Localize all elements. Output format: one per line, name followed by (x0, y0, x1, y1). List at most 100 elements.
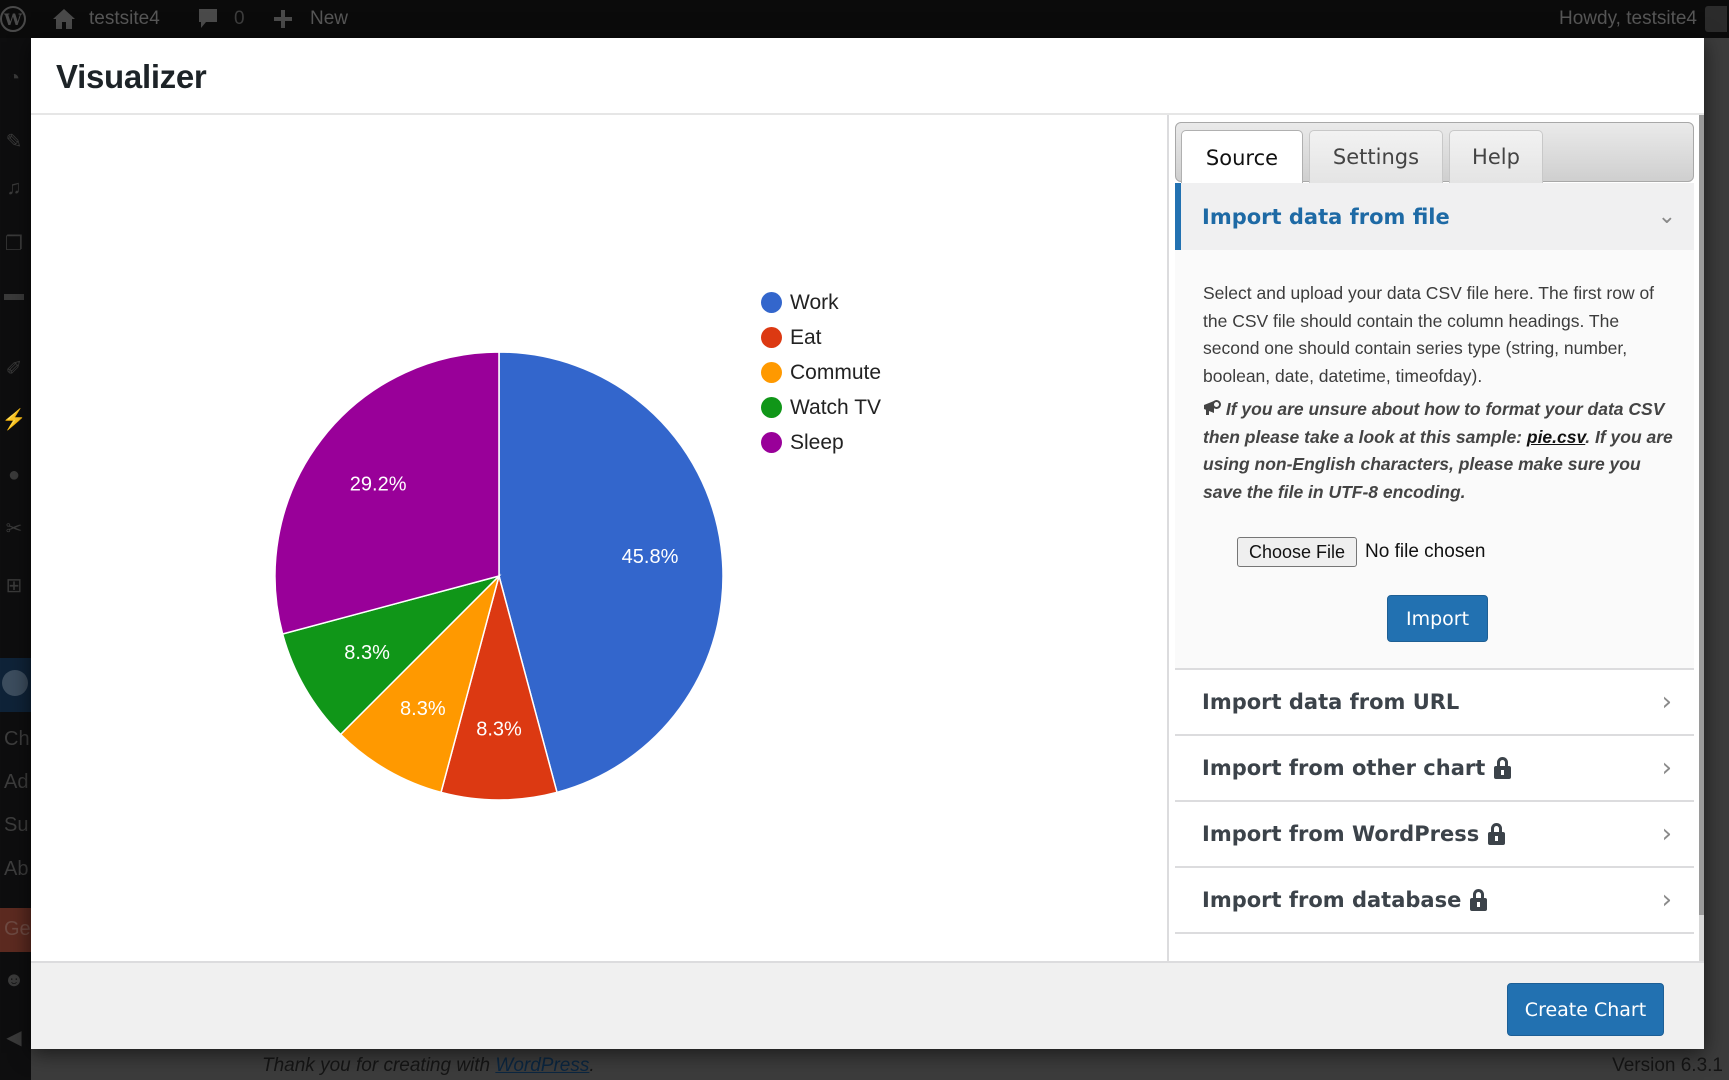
lock-icon (1470, 889, 1488, 911)
section-title: Import data from URL (1202, 690, 1460, 714)
tab-source[interactable]: Source (1181, 130, 1303, 184)
chevron-right-icon: › (1661, 753, 1672, 783)
panel-scrollbar[interactable] (1699, 115, 1704, 961)
chevron-right-icon: › (1661, 687, 1672, 717)
import-from-url-section[interactable]: Import data from URL › (1175, 668, 1694, 734)
legend-item[interactable]: Commute (761, 355, 881, 390)
chevron-right-icon: › (1661, 819, 1672, 849)
sample-csv-link[interactable]: pie.csv (1526, 426, 1586, 447)
collapse-menu-icon[interactable]: ◀ (6, 1026, 22, 1049)
sidebar-item-visualizer[interactable] (0, 658, 31, 712)
tab-help[interactable]: Help (1449, 130, 1543, 183)
slice-percent-label: 45.8% (622, 546, 679, 568)
import-from-file-header[interactable]: Import data from file ⌄ (1175, 183, 1694, 250)
source-panel: Source Settings Help Import data from fi… (1167, 115, 1704, 961)
create-chart-button[interactable]: Create Chart (1507, 983, 1664, 1036)
chevron-right-icon: › (1661, 885, 1672, 915)
import-description: Select and upload your data CSV file her… (1203, 283, 1655, 386)
comments-menu[interactable]: 0 (197, 0, 245, 38)
admin-sidebar: ◔ ✎ ♫ ❐ ▬ ✐ ⚡ ● ✂ ⊞ Ch Ad Su Ab Ge ☻ ◀ (0, 38, 31, 1080)
plus-icon (274, 10, 292, 28)
import-from-file-body: Select and upload your data CSV file her… (1175, 250, 1694, 668)
modal-footer: Create Chart (31, 961, 1704, 1049)
legend-label: Watch TV (790, 395, 882, 419)
import-button[interactable]: Import (1387, 595, 1488, 642)
comment-icon (199, 9, 217, 28)
legend-item[interactable]: Watch TV (761, 390, 881, 425)
comments-icon[interactable]: ▬ (4, 282, 24, 305)
import-from-other-chart-section[interactable]: Import from other chart › (1175, 734, 1694, 800)
scrollbar-thumb[interactable] (1699, 115, 1704, 915)
tools-wrench-icon[interactable]: ✂ (5, 517, 23, 540)
chart-icon (2, 670, 28, 696)
footer-thanks-text: Thank you for creating with (262, 1055, 496, 1076)
import-note: If you are unsure about how to format yo… (1203, 396, 1673, 506)
legend-color-dot (761, 362, 782, 383)
chart-legend: Work Eat Commute Watch TV Sleep (761, 285, 881, 460)
avatar-icon (1705, 6, 1727, 32)
sidebar-submenu-about[interactable]: Ab (4, 858, 29, 880)
legend-item[interactable]: Eat (761, 320, 881, 355)
legend-color-dot (761, 432, 782, 453)
page-footer: Thank you for creating with WordPress. V… (230, 1055, 1729, 1080)
legend-label: Sleep (790, 430, 844, 454)
legend-color-dot (761, 292, 782, 313)
pie-slice-work[interactable] (498, 351, 724, 794)
get-pro-label: Ge (4, 918, 31, 940)
sidebar-submenu-add[interactable]: Ad (4, 771, 29, 793)
tab-settings[interactable]: Settings (1309, 130, 1443, 183)
pie-slice-sleep[interactable] (274, 351, 500, 635)
pie-chart: 45.8% 8.3% 8.3% 8.3% 29.2% (274, 351, 724, 801)
sidebar-submenu-get-pro[interactable]: Ge (0, 908, 31, 952)
lock-icon (1488, 823, 1506, 845)
home-icon (53, 9, 75, 29)
sidebar-submenu-charts[interactable]: Ch (4, 728, 30, 750)
account-menu[interactable]: Howdy, testsite4 (1559, 0, 1697, 38)
file-status: No file chosen (1365, 541, 1486, 562)
slice-percent-label: 29.2% (350, 473, 407, 495)
visualizer-modal: Visualizer 45.8% 8.3% 8.3% 8.3% 29.2% Work Ea… (31, 38, 1704, 1049)
megaphone-icon (1204, 400, 1221, 415)
legend-item[interactable]: Work (761, 285, 881, 320)
import-from-database-section[interactable]: Import from database › (1175, 866, 1694, 932)
new-label: New (310, 8, 349, 29)
sidebar-submenu-support[interactable]: Su (4, 814, 29, 836)
admin-bar: W testsite4 0 New Howdy, testsite4 (0, 0, 1729, 38)
choose-file-button[interactable]: Choose File (1237, 537, 1358, 567)
pie-slice-commute[interactable] (339, 573, 501, 794)
legend-color-dot (761, 327, 782, 348)
plugins-icon[interactable]: ⚡ (1, 408, 27, 431)
legend-item[interactable]: Sleep (761, 425, 881, 460)
posts-pin-icon[interactable]: ✎ (5, 130, 23, 153)
legend-label: Commute (790, 360, 882, 384)
media-icon[interactable]: ♫ (6, 176, 22, 199)
site-name-menu[interactable]: testsite4 (52, 0, 160, 38)
footer-thanks: Thank you for creating with WordPress. (262, 1055, 595, 1077)
pages-icon[interactable]: ❐ (5, 232, 23, 255)
pie-slice-watch-tv[interactable] (281, 574, 502, 736)
wordpress-link[interactable]: WordPress (495, 1055, 590, 1076)
file-input[interactable]: Choose File No file chosen (1237, 537, 1485, 567)
section-title: Import from WordPress (1202, 822, 1480, 846)
tab-strip: Source Settings Help (1175, 122, 1694, 184)
footer-thanks-suffix: . (589, 1055, 595, 1076)
pie-slice-eat[interactable] (440, 573, 558, 801)
greeting: Howdy, testsite4 (1559, 8, 1697, 29)
new-content-menu[interactable]: New (274, 0, 348, 38)
appearance-brush-icon[interactable]: ✐ (5, 357, 23, 380)
legend-label: Eat (790, 325, 822, 349)
wordpress-logo-menu[interactable]: W (0, 0, 26, 38)
avatar[interactable] (1705, 0, 1729, 38)
wordpress-logo-icon: W (0, 6, 26, 32)
import-from-wordpress-section[interactable]: Import from WordPress › (1175, 800, 1694, 866)
plugin-mascot-icon[interactable]: ☻ (3, 968, 25, 991)
section-title: Import from database (1202, 888, 1462, 912)
dashboard-icon[interactable]: ◔ (7, 66, 21, 89)
legend-color-dot (761, 397, 782, 418)
next-section-partial[interactable] (1175, 932, 1694, 961)
section-title: Import from other chart (1202, 756, 1486, 780)
modal-title: Visualizer (56, 58, 207, 95)
slice-percent-label: 8.3% (344, 642, 390, 664)
users-icon[interactable]: ● (7, 463, 21, 486)
settings-icon[interactable]: ⊞ (5, 574, 23, 597)
